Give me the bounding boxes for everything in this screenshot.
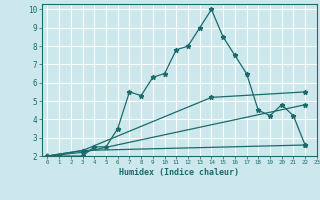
X-axis label: Humidex (Indice chaleur): Humidex (Indice chaleur) (119, 168, 239, 177)
